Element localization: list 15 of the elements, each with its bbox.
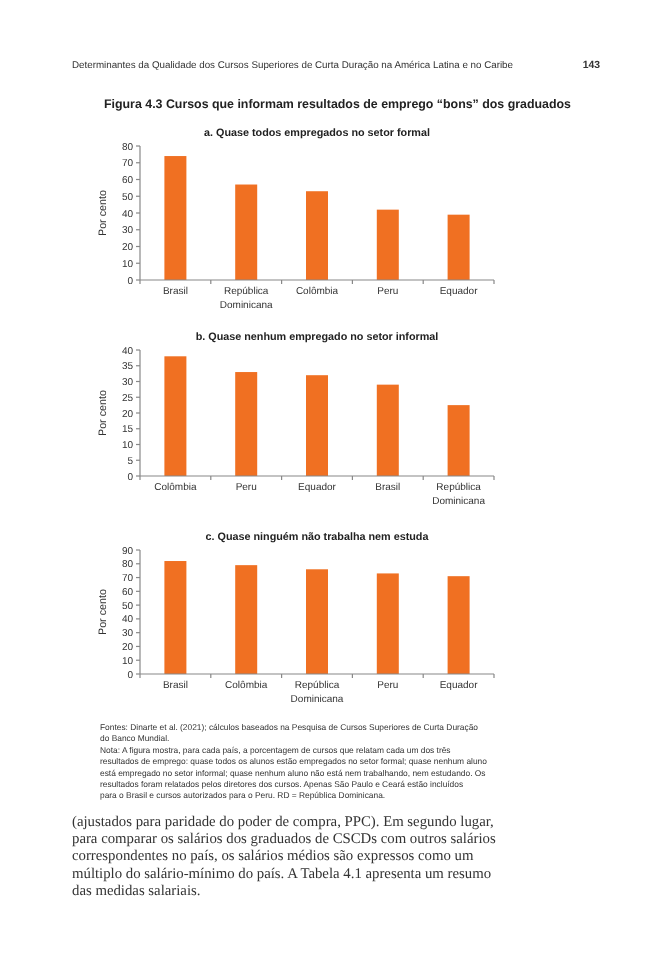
bar xyxy=(306,569,328,674)
bar xyxy=(306,191,328,280)
bar xyxy=(376,209,399,280)
bar xyxy=(376,384,399,476)
bar xyxy=(376,573,399,674)
bar xyxy=(235,565,258,674)
bar xyxy=(164,561,187,674)
bar xyxy=(164,356,187,476)
bar xyxy=(306,375,328,476)
bar xyxy=(235,184,258,280)
bar xyxy=(447,576,470,674)
bar xyxy=(447,405,470,476)
bar xyxy=(164,156,187,280)
bar xyxy=(235,372,258,476)
bar xyxy=(447,214,470,280)
